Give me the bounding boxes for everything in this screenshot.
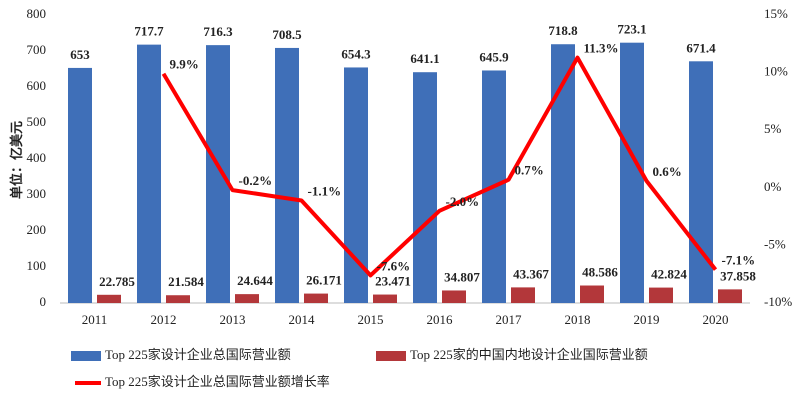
y-tick-label: 300 xyxy=(27,186,47,201)
y2-tick-label: -10% xyxy=(764,294,792,309)
x-tick-label: 2016 xyxy=(427,312,454,327)
y-tick-label: 200 xyxy=(27,222,47,237)
x-tick-label: 2014 xyxy=(289,312,316,327)
bar xyxy=(344,67,368,304)
y2-tick-label: 10% xyxy=(764,64,788,79)
bar xyxy=(235,294,259,303)
value-label: 9.9% xyxy=(170,57,199,72)
bar xyxy=(275,47,299,303)
value-label: 653 xyxy=(70,47,90,62)
value-label: 0.7% xyxy=(515,163,544,178)
y-tick-label: 500 xyxy=(27,114,47,129)
bar xyxy=(97,294,121,303)
x-tick-label: 2018 xyxy=(565,312,591,327)
value-label: 22.785 xyxy=(99,274,135,289)
y-tick-label: 0 xyxy=(40,294,47,309)
legend-label: Top 225家的中国内地设计企业国际营业额 xyxy=(410,347,648,362)
legend-label: Top 225家设计企业总国际营业额 xyxy=(105,347,291,362)
bar xyxy=(413,72,437,303)
line xyxy=(161,55,718,278)
y2-tick-label: -5% xyxy=(764,236,786,251)
bar xyxy=(511,287,535,303)
value-label: -7.1% xyxy=(722,253,756,268)
value-label: 48.586 xyxy=(582,264,618,279)
x-tick-label: 2017 xyxy=(496,312,523,327)
value-label: 21.584 xyxy=(168,274,204,289)
x-tick-label: 2012 xyxy=(151,312,177,327)
bar xyxy=(551,44,575,304)
y2-tick-label: 0% xyxy=(764,179,782,194)
bar xyxy=(689,61,713,303)
value-label: 716.3 xyxy=(203,24,233,39)
bar xyxy=(166,295,190,303)
value-label: 641.1 xyxy=(410,51,439,66)
bar xyxy=(442,290,466,303)
bar xyxy=(718,289,742,303)
x-tick-label: 2013 xyxy=(220,312,246,327)
y-tick-label: 400 xyxy=(27,150,47,165)
y-tick-label: 100 xyxy=(27,258,47,273)
value-label: 42.824 xyxy=(651,267,687,282)
x-tick-label: 2019 xyxy=(634,312,660,327)
value-label: -0.2% xyxy=(239,173,273,188)
bar xyxy=(206,45,230,304)
x-tick-label: 2015 xyxy=(358,312,384,327)
value-label: 717.7 xyxy=(134,24,164,39)
x-tick-label: 2011 xyxy=(82,312,108,327)
y-tick-label: 600 xyxy=(27,78,47,93)
bar xyxy=(373,294,397,303)
value-label: 34.807 xyxy=(444,269,480,284)
value-label: 723.1 xyxy=(617,22,646,37)
value-label: 26.171 xyxy=(306,273,342,288)
bar xyxy=(649,287,673,303)
bar xyxy=(68,67,92,303)
value-label: 654.3 xyxy=(341,46,371,61)
value-label: 37.858 xyxy=(720,268,756,283)
value-label: 11.3% xyxy=(584,41,619,56)
legend-swatch xyxy=(376,351,406,361)
y-axis-label: 单位：亿美元 xyxy=(9,121,24,199)
y-tick-label: 700 xyxy=(27,42,47,57)
value-label: -1.1% xyxy=(308,183,342,198)
bar xyxy=(137,44,161,304)
value-label: 43.367 xyxy=(513,266,549,281)
y2-tick-label: 15% xyxy=(764,6,788,21)
value-label: 708.5 xyxy=(272,27,302,42)
value-label: 645.9 xyxy=(479,49,509,64)
value-label: 24.644 xyxy=(237,273,273,288)
y2-tick-label: 5% xyxy=(764,121,782,136)
y-tick-label: 800 xyxy=(27,6,47,21)
x-tick-label: 2020 xyxy=(703,312,729,327)
value-label: -7.6% xyxy=(377,258,411,273)
value-label: 23.471 xyxy=(375,274,411,289)
bar xyxy=(580,285,604,303)
value-label: 718.8 xyxy=(548,23,578,38)
legend-label: Top 225家设计企业总国际营业额增长率 xyxy=(105,374,330,389)
value-label: -2.0% xyxy=(446,194,480,209)
value-label: 671.4 xyxy=(686,40,716,55)
legend-swatch xyxy=(71,351,101,361)
bar xyxy=(304,293,328,303)
value-label: 0.6% xyxy=(653,164,682,179)
